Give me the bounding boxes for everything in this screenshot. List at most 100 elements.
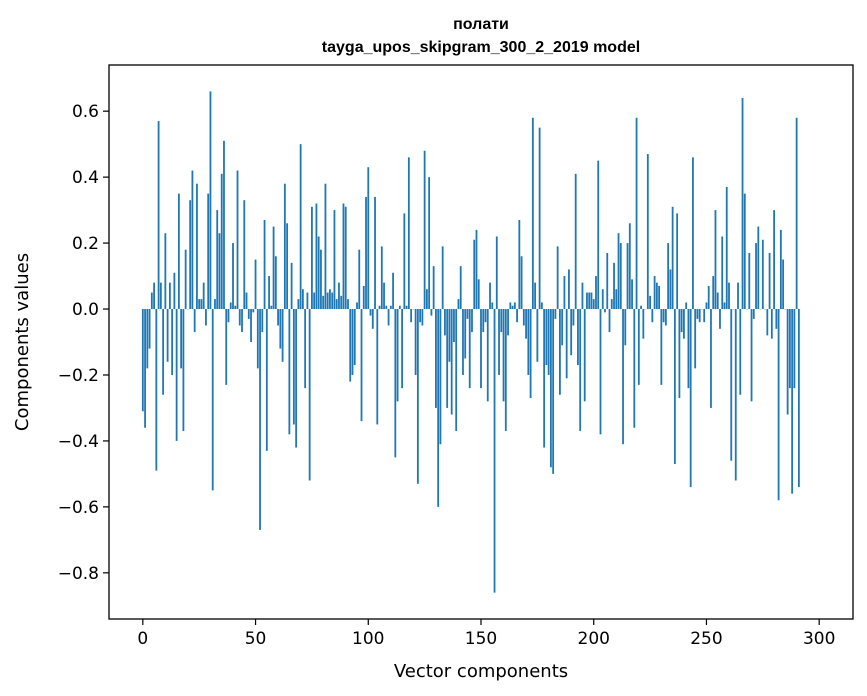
bar <box>608 309 611 333</box>
bar <box>367 167 370 310</box>
bar <box>504 309 507 432</box>
bar <box>358 249 361 310</box>
bar <box>414 309 417 375</box>
bar <box>164 233 167 310</box>
bar <box>604 309 606 313</box>
bar <box>344 206 347 310</box>
bar <box>624 309 627 346</box>
bar <box>570 309 573 356</box>
bar <box>786 309 789 415</box>
bar <box>617 233 620 310</box>
bar <box>559 309 561 395</box>
bar <box>748 252 751 310</box>
bar <box>380 246 383 310</box>
bar <box>259 309 261 530</box>
bar <box>502 309 505 402</box>
bar <box>466 309 469 319</box>
y-tick-label: −0.4 <box>58 432 99 452</box>
y-tick-label: −0.6 <box>58 498 99 518</box>
bar <box>387 309 390 326</box>
bar <box>182 309 185 432</box>
bar <box>768 252 771 310</box>
bar <box>728 282 730 310</box>
bar <box>500 309 503 333</box>
bar <box>374 196 376 310</box>
bar <box>453 309 455 342</box>
bar <box>425 289 428 310</box>
bar <box>750 309 753 402</box>
bar <box>529 309 532 399</box>
bar <box>696 309 699 319</box>
bar <box>252 309 255 313</box>
bar <box>389 305 392 310</box>
bar <box>437 309 440 507</box>
bar <box>211 309 214 491</box>
bar <box>631 279 633 310</box>
bar <box>545 309 548 366</box>
bar <box>263 219 266 310</box>
bar <box>547 309 550 375</box>
y-axis-label: Components values <box>12 253 33 431</box>
bar <box>698 309 701 323</box>
bar <box>473 239 476 310</box>
y-tick-label: −0.8 <box>58 564 99 584</box>
bar <box>793 309 796 389</box>
bar <box>669 269 672 310</box>
bar <box>272 226 275 310</box>
bar <box>243 200 246 310</box>
bar <box>579 309 582 432</box>
bar <box>356 302 358 310</box>
bar <box>721 236 724 310</box>
bar <box>797 309 800 488</box>
bar <box>214 299 216 310</box>
x-tick-label: 100 <box>352 629 384 649</box>
bar <box>394 309 397 458</box>
bar <box>365 196 367 310</box>
bar <box>175 309 178 441</box>
x-tick-label: 300 <box>803 629 835 649</box>
bar <box>568 269 570 310</box>
bar <box>295 309 298 448</box>
bar <box>171 309 174 375</box>
bar <box>513 302 516 310</box>
bar <box>667 243 670 310</box>
bar <box>770 309 773 339</box>
bar <box>392 272 394 310</box>
bar <box>283 183 286 310</box>
x-tick-label: 0 <box>137 629 148 649</box>
bar <box>225 309 228 385</box>
bar <box>371 309 374 329</box>
bar <box>274 256 277 310</box>
bar <box>583 309 586 402</box>
bar <box>250 309 252 342</box>
bar <box>642 309 645 339</box>
bar <box>301 289 304 310</box>
bar <box>522 309 525 326</box>
bar <box>646 154 649 310</box>
bar <box>401 309 403 389</box>
bar <box>238 309 241 326</box>
bar <box>694 309 697 369</box>
y-axis-ticks: −0.8 −0.6 −0.4 −0.2 0.0 0.2 0.4 0.6 <box>58 102 109 584</box>
bar <box>439 309 442 445</box>
bar <box>435 309 437 408</box>
bar <box>592 299 595 310</box>
bar <box>324 183 327 310</box>
bar <box>202 282 205 310</box>
bar <box>459 266 462 310</box>
bar <box>430 309 433 316</box>
bar <box>477 279 480 310</box>
bar <box>462 309 464 375</box>
bar <box>351 309 354 375</box>
bar <box>606 252 609 310</box>
bar <box>141 309 144 412</box>
bar <box>491 302 494 310</box>
bar <box>687 309 690 389</box>
bar <box>640 305 642 310</box>
bar <box>159 282 162 310</box>
bar <box>712 276 715 310</box>
bar <box>184 249 187 310</box>
bar <box>707 285 710 310</box>
bar <box>489 282 491 310</box>
bar <box>633 309 636 428</box>
